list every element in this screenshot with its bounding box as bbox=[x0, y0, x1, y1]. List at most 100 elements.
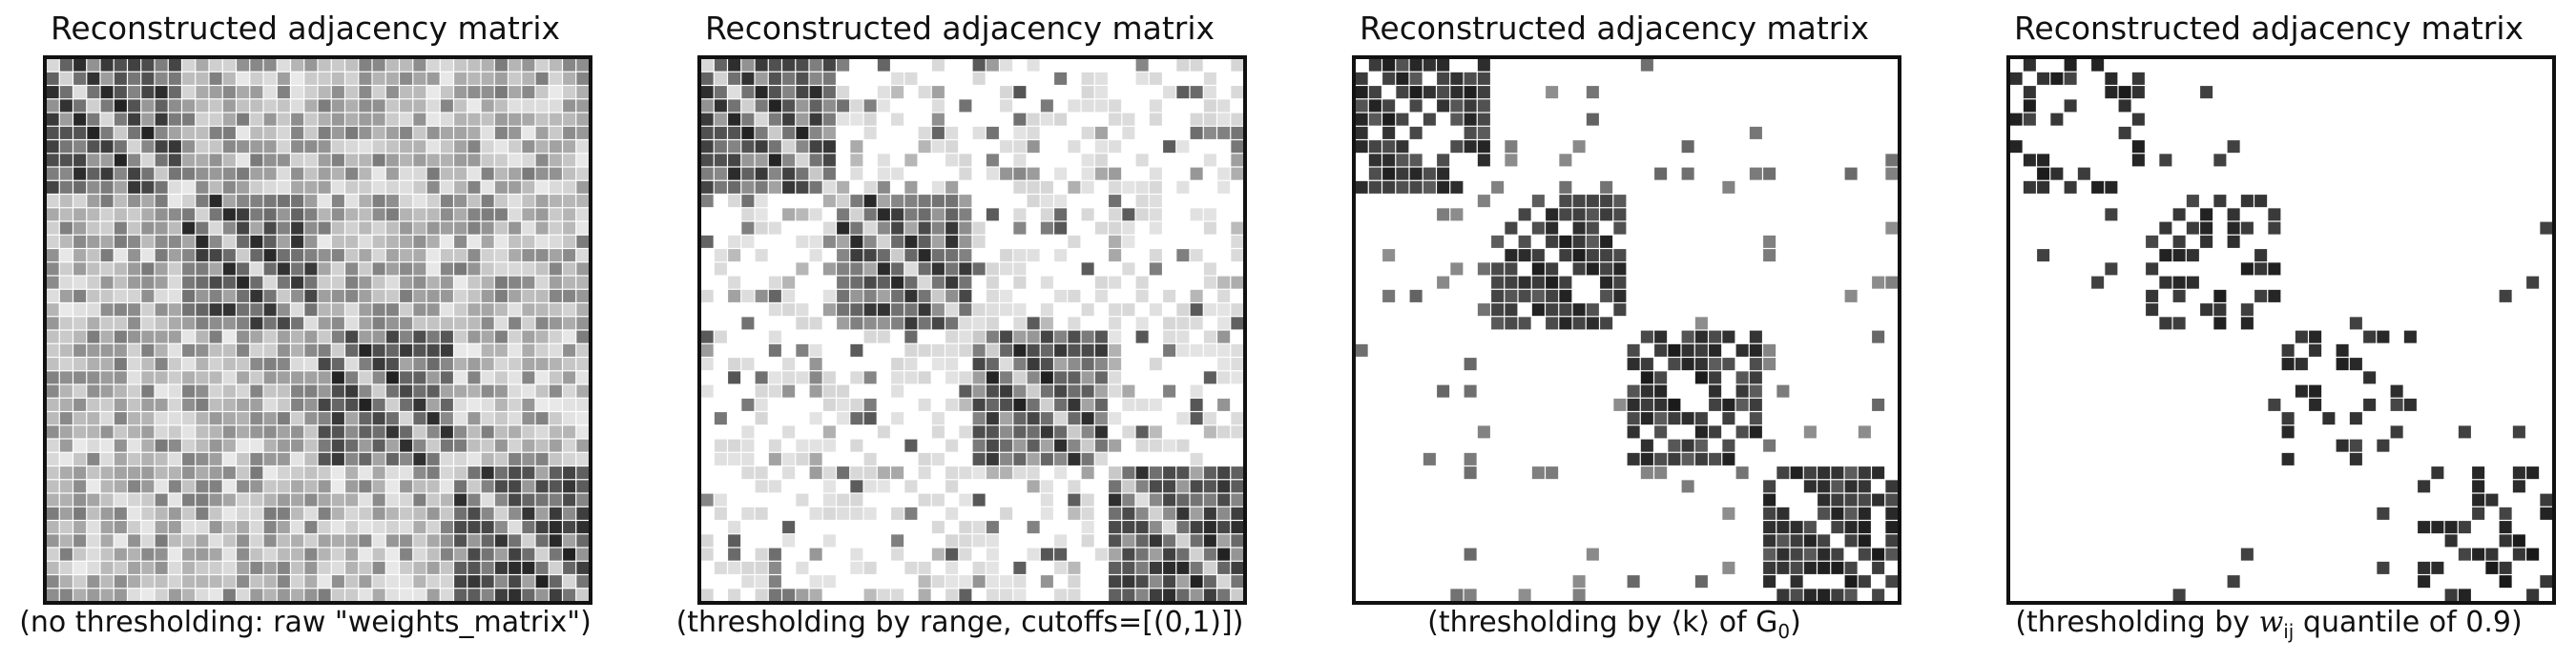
matrix-cell bbox=[2037, 154, 2050, 167]
matrix-cell bbox=[467, 439, 481, 452]
matrix-cell bbox=[222, 99, 236, 113]
matrix-cell bbox=[755, 86, 768, 99]
matrix-cell bbox=[168, 154, 181, 167]
matrix-cell bbox=[331, 358, 344, 371]
matrix-cell bbox=[1423, 167, 1436, 180]
matrix-cell bbox=[250, 113, 263, 126]
matrix-cell bbox=[182, 439, 196, 452]
matrix-cell bbox=[931, 452, 945, 465]
matrix-cell bbox=[850, 343, 863, 357]
matrix-cell bbox=[182, 58, 196, 72]
matrix-cell bbox=[155, 262, 168, 276]
matrix-cell bbox=[2499, 507, 2512, 520]
matrix-cell bbox=[59, 548, 73, 561]
matrix-cell bbox=[1217, 113, 1231, 126]
matrix-cell bbox=[972, 343, 986, 357]
matrix-cell bbox=[1176, 180, 1190, 194]
matrix-cell bbox=[141, 180, 155, 194]
matrix-cell bbox=[1546, 208, 1559, 221]
matrix-cell bbox=[1190, 534, 1203, 548]
matrix-cell bbox=[1068, 507, 1081, 520]
matrix-cell bbox=[2349, 452, 2362, 465]
matrix-cell bbox=[494, 412, 508, 425]
matrix-cell bbox=[1763, 575, 1776, 589]
matrix-cell bbox=[59, 86, 73, 99]
matrix-cell bbox=[1546, 317, 1559, 330]
matrix-cell bbox=[863, 195, 877, 208]
matrix-cell bbox=[1368, 58, 1381, 72]
matrix-cell bbox=[263, 235, 277, 248]
matrix-cell bbox=[1081, 180, 1094, 194]
matrix-cell bbox=[141, 343, 155, 357]
matrix-cell bbox=[563, 167, 576, 180]
matrix-cell bbox=[1068, 235, 1081, 248]
matrix-cell bbox=[331, 221, 344, 235]
matrix-cell bbox=[426, 58, 440, 72]
matrix-cell bbox=[426, 534, 440, 548]
matrix-cell bbox=[73, 425, 87, 439]
matrix-cell bbox=[481, 72, 494, 85]
matrix-cell bbox=[87, 521, 100, 534]
matrix-cell bbox=[209, 235, 222, 248]
matrix-cell bbox=[400, 58, 413, 72]
matrix-cell bbox=[1858, 425, 1871, 439]
matrix-cell bbox=[1790, 575, 1803, 589]
matrix-cell bbox=[535, 425, 549, 439]
matrix-cell bbox=[1013, 262, 1027, 276]
matrix-cell bbox=[454, 466, 467, 480]
matrix-cell bbox=[291, 72, 304, 85]
matrix-cell bbox=[222, 221, 236, 235]
matrix-cell bbox=[1203, 521, 1216, 534]
matrix-cell bbox=[196, 86, 209, 99]
matrix-cell bbox=[114, 507, 127, 520]
matrix-cell bbox=[114, 303, 127, 317]
matrix-cell bbox=[549, 452, 562, 465]
matrix-cell bbox=[155, 195, 168, 208]
matrix-cell bbox=[440, 371, 453, 384]
matrix-cell bbox=[1013, 425, 1027, 439]
matrix-cell bbox=[141, 249, 155, 262]
matrix-cell bbox=[372, 99, 385, 113]
matrix-cell bbox=[1668, 412, 1681, 425]
matrix-cell bbox=[1844, 289, 1858, 302]
matrix-cell bbox=[1135, 493, 1149, 507]
matrix-cell bbox=[359, 521, 372, 534]
matrix-cell bbox=[782, 589, 796, 602]
matrix-cell bbox=[1437, 208, 1450, 221]
matrix-cell bbox=[481, 167, 494, 180]
matrix-cell bbox=[318, 548, 331, 561]
matrix-cell bbox=[1163, 561, 1176, 574]
matrix-cell bbox=[1149, 180, 1162, 194]
matrix-cell bbox=[114, 249, 127, 262]
matrix-cell bbox=[1163, 534, 1176, 548]
matrix-cell bbox=[182, 154, 196, 167]
matrix-cell bbox=[1109, 589, 1122, 602]
matrix-cell bbox=[331, 384, 344, 398]
matrix-cell bbox=[440, 507, 453, 520]
matrix-cell bbox=[196, 412, 209, 425]
matrix-cell bbox=[426, 289, 440, 302]
matrix-cell bbox=[318, 58, 331, 72]
matrix-cell bbox=[209, 534, 222, 548]
matrix-cell bbox=[73, 249, 87, 262]
matrix-cell bbox=[209, 262, 222, 276]
matrix-cell bbox=[535, 303, 549, 317]
matrix-cell bbox=[809, 358, 822, 371]
caption-subscript: 0 bbox=[1777, 620, 1791, 643]
matrix-cell bbox=[481, 140, 494, 154]
matrix-cell bbox=[1505, 249, 1518, 262]
matrix-cell bbox=[318, 72, 331, 85]
matrix-cell bbox=[182, 384, 196, 398]
matrix-cell bbox=[850, 561, 863, 574]
matrix-cell bbox=[522, 113, 535, 126]
matrix-cell bbox=[728, 195, 741, 208]
matrix-cell bbox=[700, 99, 714, 113]
matrix-cell bbox=[481, 154, 494, 167]
matrix-cell bbox=[73, 439, 87, 452]
matrix-cell bbox=[1176, 303, 1190, 317]
matrix-cell bbox=[141, 548, 155, 561]
matrix-cell bbox=[918, 195, 931, 208]
matrix-cell bbox=[714, 113, 727, 126]
matrix-cell bbox=[454, 330, 467, 343]
matrix-cell bbox=[1013, 452, 1027, 465]
